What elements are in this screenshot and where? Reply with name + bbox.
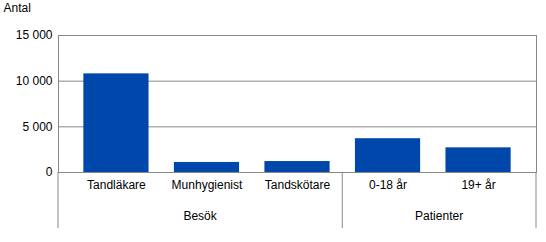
svg-text:0-18 år: 0-18 år (369, 178, 407, 192)
svg-text:Tandläkare: Tandläkare (87, 178, 146, 192)
svg-text:Munhygienist: Munhygienist (172, 178, 243, 192)
svg-text:0: 0 (46, 165, 53, 179)
svg-text:Tandskötare: Tandskötare (265, 178, 331, 192)
svg-text:Besök: Besök (183, 209, 217, 223)
svg-text:15 000: 15 000 (16, 28, 53, 42)
svg-text:Patienter: Patienter (415, 209, 463, 223)
svg-text:19+ år: 19+ år (461, 178, 495, 192)
svg-text:5 000: 5 000 (22, 120, 52, 134)
svg-text:Antal: Antal (4, 1, 31, 15)
svg-text:10 000: 10 000 (16, 74, 53, 88)
